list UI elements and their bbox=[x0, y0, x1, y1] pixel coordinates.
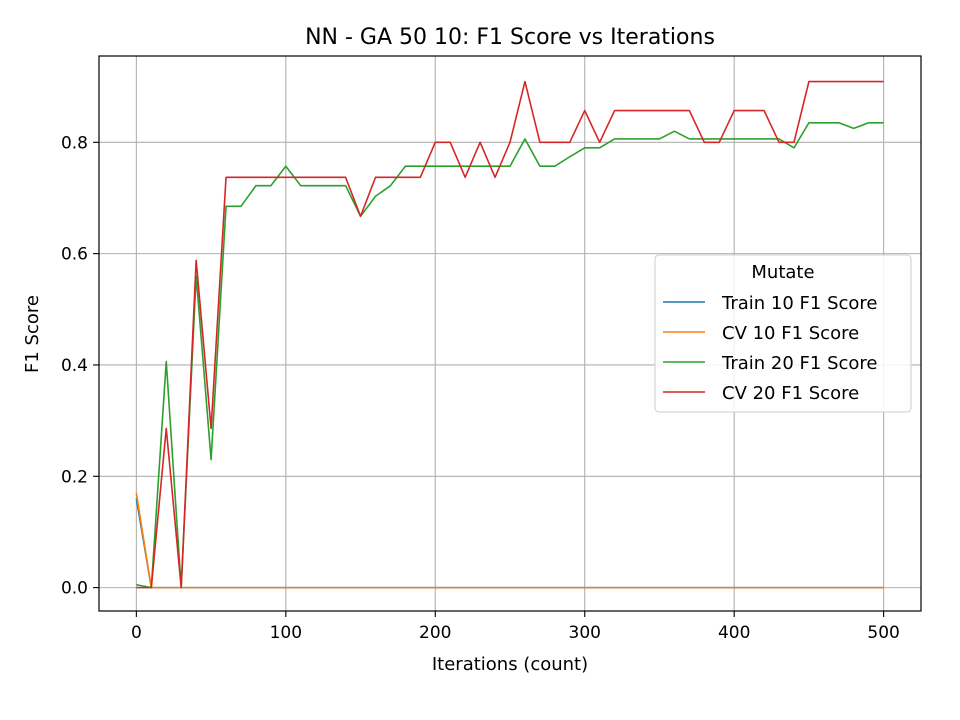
y-tick-label: 0.8 bbox=[61, 133, 88, 153]
axis-ticks: 0 100 200 300 400 500 0.0 0.2 0.4 0.6 0.8 bbox=[61, 133, 900, 643]
x-tick-label: 200 bbox=[419, 623, 451, 643]
x-tick-label: 500 bbox=[867, 623, 899, 643]
y-tick-label: 0.2 bbox=[61, 467, 88, 487]
x-tick-label: 100 bbox=[270, 623, 302, 643]
x-axis-label: Iterations (count) bbox=[432, 654, 588, 675]
y-tick-label: 0.6 bbox=[61, 245, 88, 265]
x-tick-label: 0 bbox=[131, 623, 142, 643]
series-lines bbox=[135, 80, 884, 589]
legend-label-3: Train 20 F1 Score bbox=[721, 353, 877, 374]
x-tick-label: 300 bbox=[569, 623, 601, 643]
x-tick-label: 400 bbox=[718, 623, 750, 643]
y-axis-label: F1 Score bbox=[22, 295, 43, 373]
legend-title: Mutate bbox=[751, 262, 814, 283]
legend-entries: Train 10 F1 Score CV 10 F1 Score Train 20 … bbox=[663, 293, 877, 404]
legend-label-1: Train 10 F1 Score bbox=[721, 293, 877, 314]
series-line-4 bbox=[136, 80, 884, 589]
plot-frame bbox=[98, 55, 922, 612]
legend-label-2: CV 10 F1 Score bbox=[722, 323, 859, 344]
series-line-3 bbox=[136, 122, 884, 589]
series-line-2 bbox=[135, 492, 884, 589]
y-tick-label: 0.0 bbox=[61, 579, 88, 599]
legend-label-4: CV 20 F1 Score bbox=[722, 383, 859, 404]
legend-box bbox=[654, 254, 912, 413]
chart-title: NN - GA 50 10: F1 Score vs Iterations bbox=[305, 25, 715, 50]
y-tick-label: 0.4 bbox=[61, 356, 88, 376]
